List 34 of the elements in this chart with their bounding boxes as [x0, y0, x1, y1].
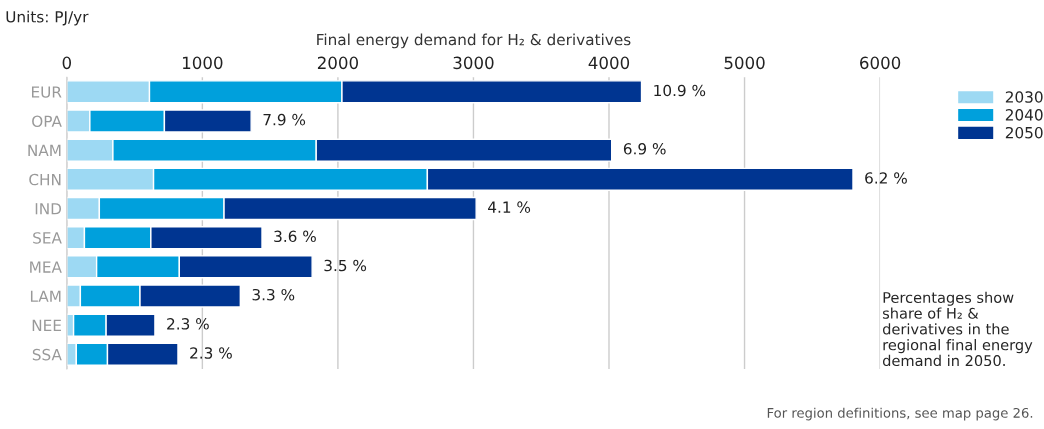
legend-label: 2030: [1005, 91, 1043, 103]
x-axis-title: Final energy demand for H₂ & derivatives: [317, 33, 631, 49]
annotation: 4.1 %: [488, 201, 531, 213]
y-tick-label: SSA: [32, 348, 62, 361]
y-tick-label: EUR: [32, 86, 62, 98]
text: For region definitions, see map page 26.: [767, 407, 1033, 421]
annotation: 3.3 %: [252, 288, 295, 301]
annotation: 7.9 %: [263, 113, 306, 126]
x-tick-label: 6000: [860, 56, 901, 70]
annotation: 10.9 %: [654, 84, 706, 97]
x-tick-label: 1000: [182, 56, 223, 70]
annotation: 2.3 %: [190, 347, 232, 359]
y-tick-label: CHN: [29, 173, 61, 186]
legend-label: 2050: [1005, 126, 1043, 139]
annotation: 2.3 %: [167, 318, 209, 330]
legend-label: 2040: [1005, 109, 1043, 121]
y-tick-label: SEA: [33, 232, 62, 244]
x-tick-label: 5000: [724, 56, 765, 70]
x-tick-label: 2000: [317, 56, 359, 70]
y-tick-label: OPA: [32, 115, 62, 127]
annotation: 3.5 %: [324, 259, 367, 272]
y-tick-label: NEE: [32, 319, 61, 331]
text: Units: PJ/yr: [6, 10, 89, 26]
x-tick-label: 0: [62, 56, 72, 70]
y-tick-label: IND: [35, 203, 62, 215]
annotation: 3.6 %: [274, 230, 316, 243]
annotation: 6.2 %: [865, 172, 907, 184]
x-tick-label: 3000: [453, 56, 494, 70]
y-tick-label: MEA: [30, 261, 62, 273]
x-tick-label: 4000: [588, 56, 630, 70]
annotation: 6.9 %: [623, 143, 666, 155]
y-tick-label: LAM: [30, 290, 61, 302]
text: Percentages show share of H₂ & derivatives in the regional final energy demand in 2050.: [882, 291, 1033, 367]
y-tick-label: NAM: [28, 144, 61, 156]
